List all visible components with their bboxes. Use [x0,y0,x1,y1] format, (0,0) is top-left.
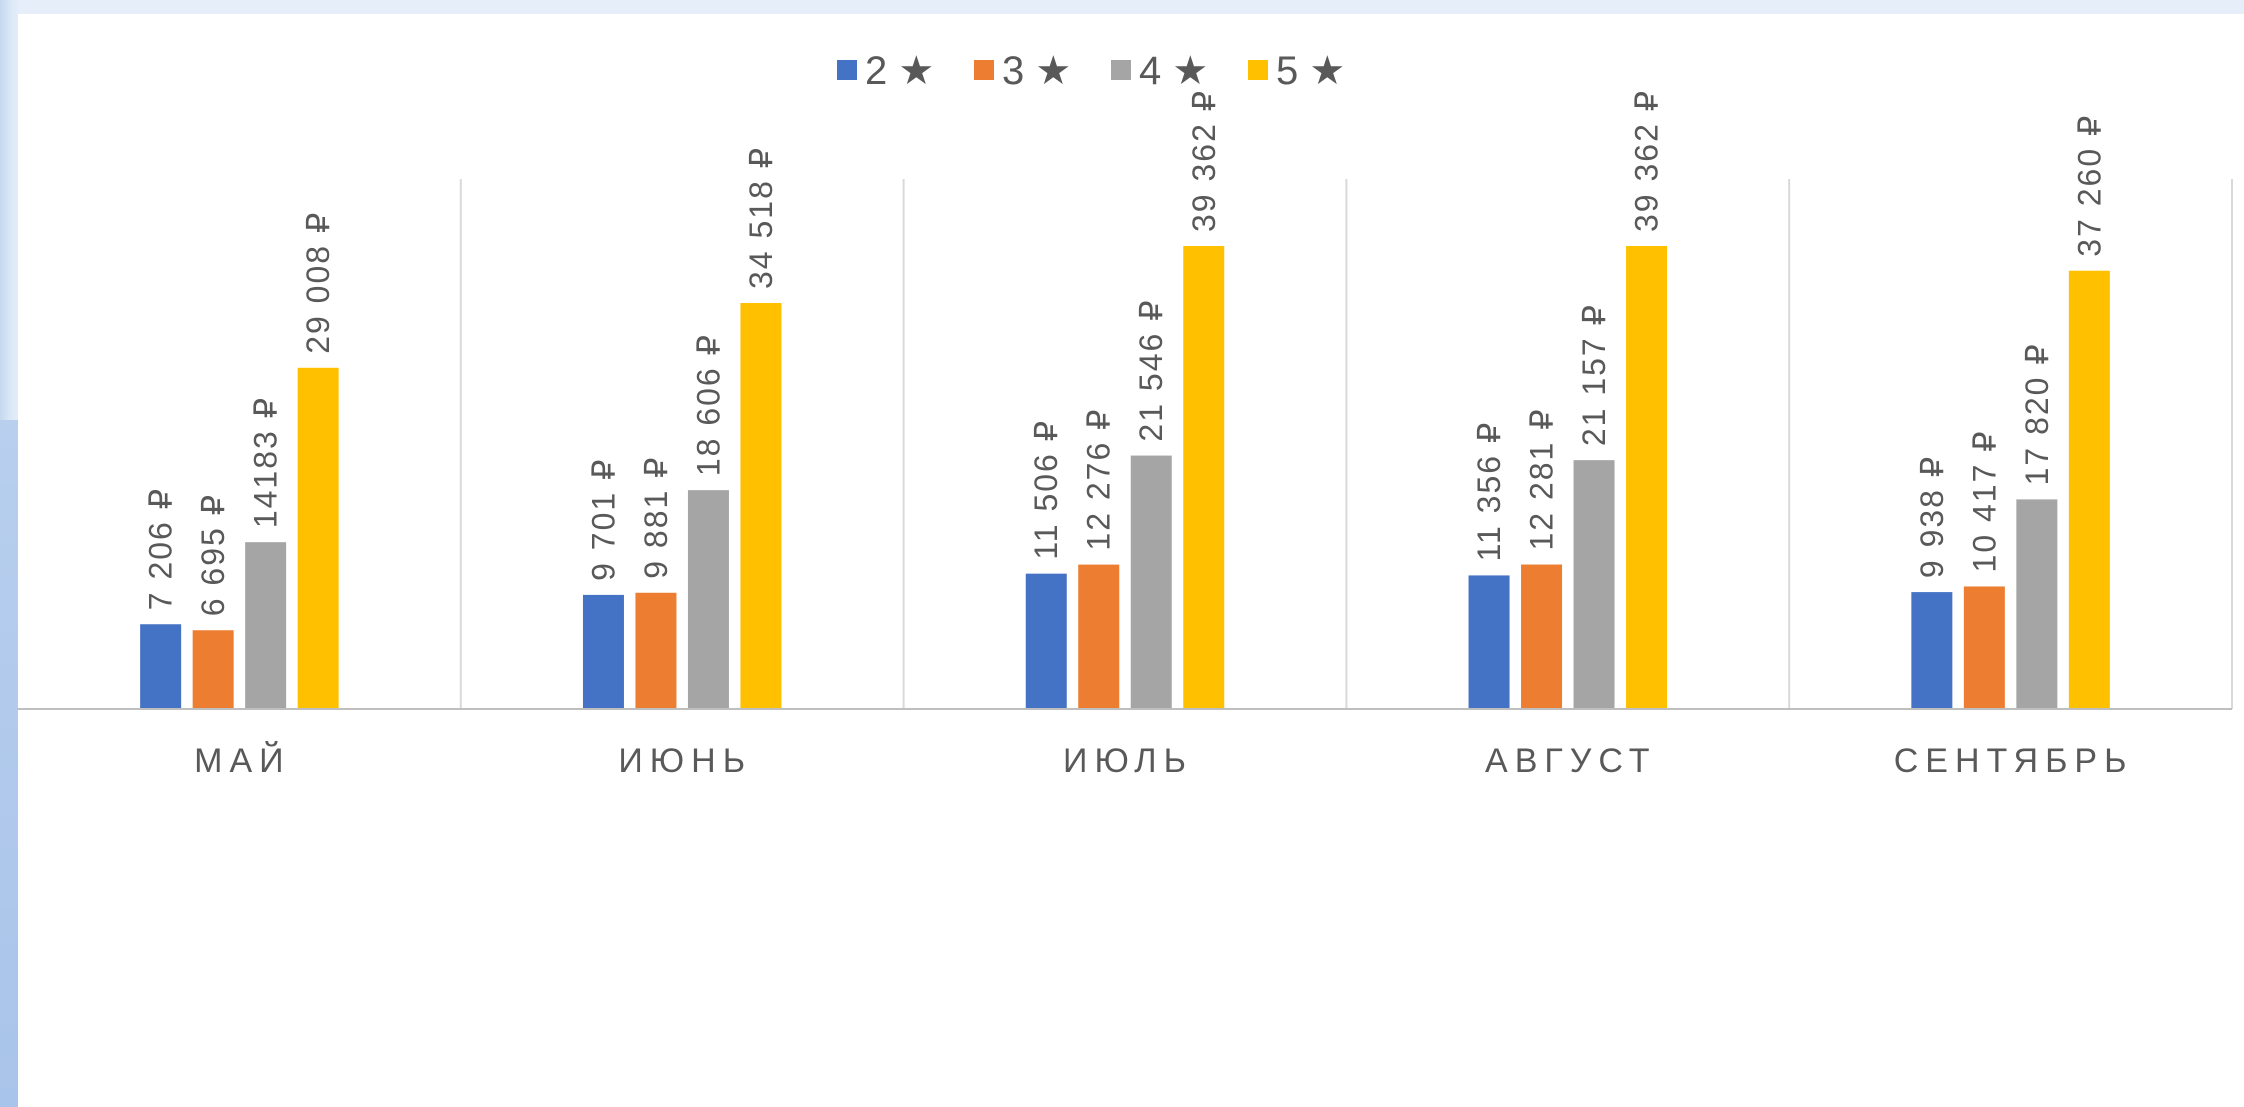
bar [1078,564,1120,709]
bar [245,542,287,709]
bar-value-label: 6 695 ₽ [195,493,231,616]
slide-accent-strip [0,420,22,1107]
bar [1911,592,1953,709]
chart: 2 ★ 3 ★ 4 ★ 5 ★ 7 206 ₽ 6 695 ₽ 14183 ₽ 29 008… [18,49,2233,780]
bar-value-label: 29 008 ₽ [300,211,336,354]
category-label: АВГУСТ [1485,742,1657,780]
bar-value-label: 7 206 ₽ [143,487,179,610]
legend-swatch [1248,60,1268,80]
bar-value-label: 34 518 ₽ [743,146,779,289]
bar [140,624,182,709]
bar-value-label: 11 356 ₽ [1471,421,1507,562]
bar-value-label: 10 417 ₽ [1966,429,2002,572]
legend-label: 4 ★ [1139,49,1208,93]
bar [2068,270,2110,709]
bar [582,594,624,709]
bar-value-label: 12 281 ₽ [1524,407,1560,550]
bar-value-label: 37 260 ₽ [2071,114,2107,257]
legend-label: 5 ★ [1276,49,1345,93]
bar [297,367,339,709]
bar-value-label: 11 506 ₽ [1028,419,1064,560]
bar [1025,573,1067,709]
category-labels: МАЙ ИЮНЬ ИЮЛЬ АВГУСТ СЕНТЯБРЬ [194,742,2134,780]
bar [1521,564,1563,709]
bar [635,592,677,709]
legend-swatch [837,60,857,80]
bar-value-label: 39 362 ₽ [1186,89,1222,232]
bar-value-label: 14183 ₽ [248,396,284,528]
bars [140,246,2110,709]
bar-value-label: 17 820 ₽ [2019,342,2055,485]
value-labels: 7 206 ₽ 6 695 ₽ 14183 ₽ 29 008 ₽ 9 701 ₽ 9 88… [143,89,2108,616]
category-dividers [459,179,2233,709]
bar [192,630,234,709]
bar-value-label: 9 701 ₽ [585,458,621,581]
bar [1626,246,1668,709]
bar-value-label: 39 362 ₽ [1629,89,1665,232]
bar [1468,575,1510,709]
bar [1183,246,1225,709]
bar-value-label: 21 546 ₽ [1133,298,1169,441]
category-label: ИЮЛЬ [1063,742,1193,780]
bar-value-label: 9 881 ₽ [638,455,674,578]
bar-value-label: 9 938 ₽ [1914,455,1950,578]
bar [1130,455,1172,709]
legend-swatch [974,60,994,80]
legend: 2 ★ 3 ★ 4 ★ 5 ★ [837,49,1345,93]
category-label: ИЮНЬ [618,742,752,780]
category-label: МАЙ [194,742,290,780]
category-label: СЕНТЯБРЬ [1894,742,2134,780]
bar [1963,586,2005,709]
legend-label: 2 ★ [865,49,934,93]
bar-value-label: 21 157 ₽ [1576,303,1612,446]
bar [1573,460,1615,709]
bar-value-label: 18 606 ₽ [690,333,726,476]
bar [740,302,782,709]
bar-value-label: 12 276 ₽ [1081,407,1117,550]
chart-panel: 2 ★ 3 ★ 4 ★ 5 ★ 7 206 ₽ 6 695 ₽ 14183 ₽ 29 008… [18,14,2244,1107]
bar [2016,499,2058,709]
legend-swatch [1111,60,1131,80]
legend-label: 3 ★ [1002,49,1071,93]
bar [687,490,729,709]
